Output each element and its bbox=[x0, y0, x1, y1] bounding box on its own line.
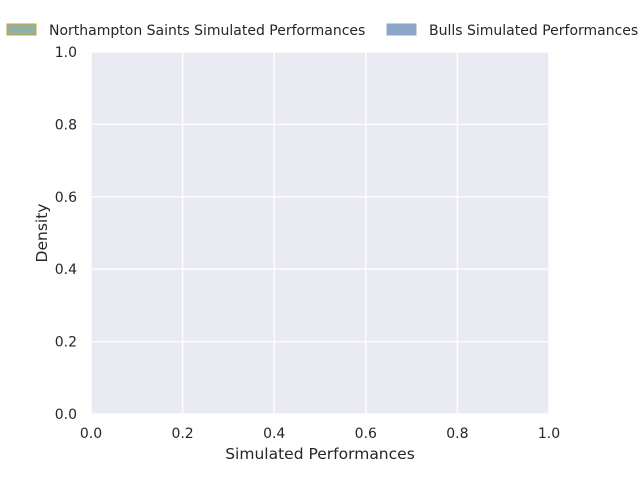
x-tick-label: 0.2 bbox=[171, 426, 193, 442]
grid bbox=[90, 51, 550, 415]
x-axis-ticks: 0.0 0.2 0.4 0.6 0.8 1.0 bbox=[80, 426, 560, 442]
y-tick-label: 0.6 bbox=[55, 190, 77, 206]
x-tick-label: 0.8 bbox=[446, 426, 468, 442]
y-axis-ticks: 0.0 0.2 0.4 0.6 0.8 1.0 bbox=[55, 45, 77, 423]
y-axis-label: Density bbox=[33, 204, 51, 263]
legend-swatch bbox=[6, 23, 37, 36]
plot-area bbox=[91, 52, 549, 414]
legend-label: Northampton Saints Simulated Performance… bbox=[49, 23, 365, 39]
x-tick-label: 0.4 bbox=[263, 426, 285, 442]
y-tick-label: 0.4 bbox=[55, 262, 77, 278]
y-tick-label: 0.2 bbox=[55, 335, 77, 351]
legend-label: Bulls Simulated Performances bbox=[429, 23, 638, 39]
legend-swatch bbox=[386, 23, 417, 36]
legend: Northampton Saints Simulated Performance… bbox=[6, 23, 638, 39]
x-tick-label: 0.6 bbox=[355, 426, 377, 442]
x-tick-label: 1.0 bbox=[538, 426, 560, 442]
x-axis-label: Simulated Performances bbox=[225, 445, 415, 463]
y-tick-label: 0.0 bbox=[55, 407, 77, 423]
y-tick-label: 0.8 bbox=[55, 117, 77, 133]
x-tick-label: 0.0 bbox=[80, 426, 102, 442]
y-tick-label: 1.0 bbox=[55, 45, 77, 61]
